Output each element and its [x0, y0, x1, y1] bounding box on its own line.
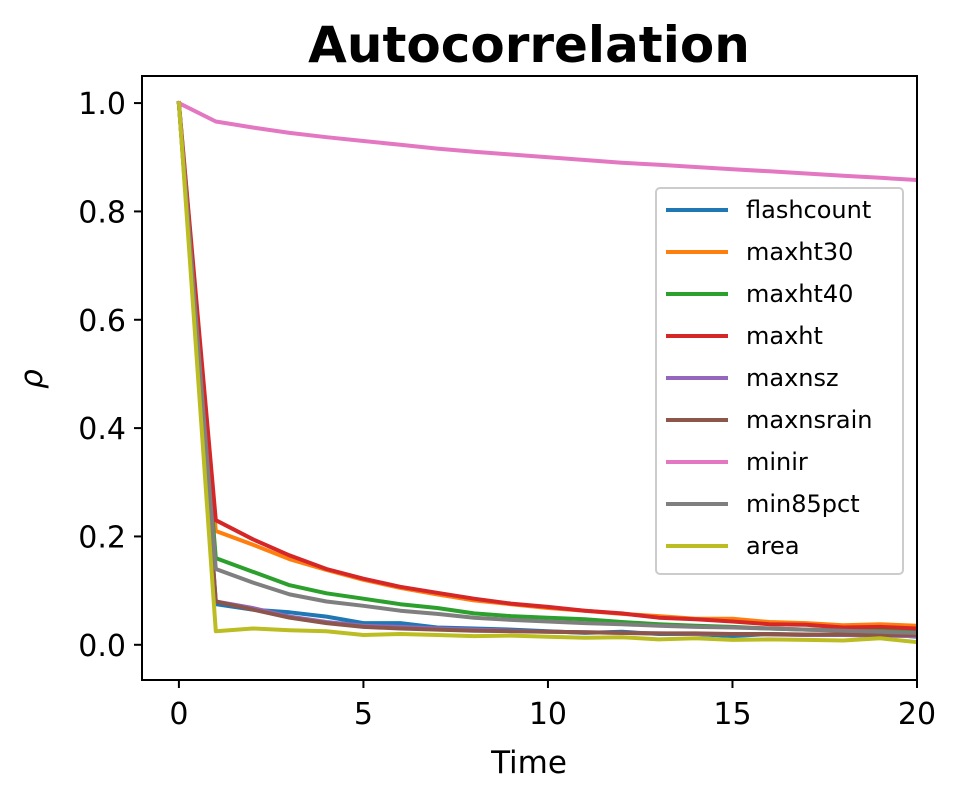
legend-label-maxht30: maxht30 [746, 238, 853, 266]
x-tick-label: 10 [529, 697, 567, 732]
y-tick-label: 0.0 [78, 629, 126, 664]
x-tick-label: 0 [169, 697, 188, 732]
legend-box [655, 187, 904, 575]
axes-frame [141, 75, 918, 681]
y-tick-label: 0.6 [78, 304, 126, 339]
y-tick-label: 0.2 [78, 520, 126, 555]
series-line-maxnsrain [176, 100, 917, 637]
legend-label-maxnsz: maxnsz [746, 364, 839, 392]
plot-area [176, 100, 917, 645]
x-tick-label: 15 [713, 697, 751, 732]
chart-title: Autocorrelation [308, 16, 750, 74]
series-line-maxht [176, 100, 917, 631]
legend: flashcount maxht30 maxht40 maxht maxnsz maxns… [655, 187, 904, 575]
legend-label-minir: minir [746, 448, 808, 476]
legend-label-area: area [746, 532, 800, 560]
series-line-area [176, 100, 917, 645]
series-line-min85pct [176, 100, 917, 635]
y-tick-label: 0.8 [78, 195, 126, 230]
y-tick-label: 1.0 [78, 87, 126, 122]
legend-label-maxnsrain: maxnsrain [746, 406, 872, 434]
x-axis-label: Time [490, 745, 567, 781]
x-tick-label: 5 [354, 697, 373, 732]
legend-label-maxht: maxht [746, 322, 823, 350]
axis-ticks: 0 5 10 15 20 0.0 0.2 0.4 0.6 0.8 1.0 [78, 87, 936, 732]
series-line-minir [176, 100, 917, 183]
legend-label-flashcount: flashcount [746, 196, 871, 224]
legend-label-maxht40: maxht40 [746, 280, 853, 308]
y-axis-label: ρ [14, 369, 50, 389]
legend-label-min85pct: min85pct [746, 490, 860, 518]
x-tick-label: 20 [898, 697, 936, 732]
y-tick-label: 0.4 [78, 412, 126, 447]
